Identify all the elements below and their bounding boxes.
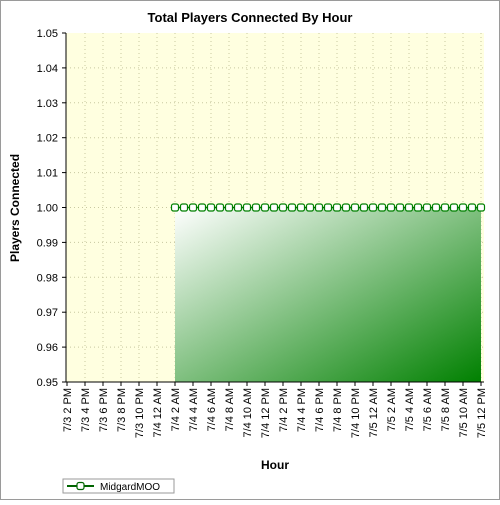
- data-point: [332, 203, 342, 212]
- data-point: [179, 203, 189, 212]
- data-point: [242, 203, 252, 212]
- data-point: [224, 203, 234, 212]
- y-tick-label: 1.03: [37, 98, 58, 110]
- x-tick-label: 7/4 10 PM: [350, 388, 362, 438]
- data-point: [377, 203, 387, 212]
- data-point: [269, 203, 279, 212]
- data-point: [413, 203, 423, 212]
- data-point: [260, 203, 270, 212]
- data-point: [305, 203, 315, 212]
- y-ticks: 0.95 0.96 0.97 0.98 0.99 1.00 1.01 1.02 1.03 1.04…: [37, 28, 66, 389]
- legend: MidgardMOO: [62, 478, 175, 494]
- y-axis-title: Players Connected: [8, 154, 22, 262]
- y-tick-label: 0.97: [37, 307, 58, 319]
- x-tick-label: 7/4 12 AM: [152, 388, 164, 438]
- data-point: [476, 203, 486, 212]
- chart-title: Total Players Connected By Hour: [148, 10, 353, 25]
- x-tick-label: 7/4 4 AM: [188, 388, 200, 431]
- x-tick-label: 7/3 2 PM: [62, 388, 74, 432]
- data-point: [278, 203, 288, 212]
- data-point: [404, 203, 414, 212]
- x-tick-label: 7/5 8 AM: [440, 388, 452, 431]
- data-point: [314, 203, 324, 212]
- x-tick-label: 7/4 2 PM: [278, 388, 290, 432]
- x-tick-label: 7/5 4 AM: [404, 388, 416, 431]
- y-tick-label: 1.01: [37, 168, 58, 180]
- y-tick-label: 1.02: [37, 133, 58, 145]
- y-tick-label: 0.98: [37, 272, 58, 284]
- data-point: [467, 203, 477, 212]
- data-point: [395, 203, 405, 212]
- legend-box: [62, 478, 175, 494]
- x-tick-label: 7/3 10 PM: [134, 388, 146, 438]
- y-tick-label: 1.00: [37, 203, 58, 215]
- data-point: [296, 203, 306, 212]
- data-point: [350, 203, 360, 212]
- y-tick-label: 1.05: [37, 28, 58, 40]
- legend-swatch-marker: [76, 481, 85, 491]
- x-tick-label: 7/4 8 PM: [332, 388, 344, 432]
- x-tick-label: 7/4 6 PM: [314, 388, 326, 432]
- x-axis-title: Hour: [261, 458, 289, 472]
- data-point: [359, 203, 369, 212]
- x-ticks: 7/3 2 PM 7/3 4 PM 7/3 6 PM 7/3 8 PM 7/3 10 P…: [62, 382, 488, 438]
- x-tick-label: 7/4 4 PM: [296, 388, 308, 432]
- y-tick-label: 0.95: [37, 377, 58, 389]
- x-tick-label: 7/3 4 PM: [80, 388, 92, 432]
- series-area: [175, 206, 481, 382]
- data-point: [341, 203, 351, 212]
- x-tick-label: 7/5 12 PM: [476, 388, 488, 438]
- data-point: [197, 203, 207, 212]
- data-point: [323, 203, 333, 212]
- data-point: [215, 203, 225, 212]
- x-tick-label: 7/5 12 AM: [368, 388, 380, 438]
- x-tick-label: 7/4 10 AM: [242, 388, 254, 438]
- data-point: [233, 203, 243, 212]
- y-tick-label: 1.04: [37, 63, 58, 75]
- y-tick-label: 0.96: [37, 342, 58, 354]
- x-tick-label: 7/5 10 AM: [458, 388, 470, 438]
- x-tick-label: 7/4 6 AM: [206, 388, 218, 431]
- x-tick-label: 7/3 8 PM: [116, 388, 128, 432]
- data-point: [368, 203, 378, 212]
- x-tick-label: 7/5 2 AM: [386, 388, 398, 431]
- data-point: [458, 203, 468, 212]
- data-point: [422, 203, 432, 212]
- series-points: [170, 203, 486, 212]
- x-tick-label: 7/5 6 AM: [422, 388, 434, 431]
- x-tick-label: 7/4 12 PM: [260, 388, 272, 438]
- x-tick-label: 7/4 2 AM: [170, 388, 182, 431]
- data-point: [188, 203, 198, 212]
- x-tick-label: 7/3 6 PM: [98, 388, 110, 432]
- data-point: [449, 203, 459, 212]
- data-point: [431, 203, 441, 212]
- series-area-fill: [175, 207, 481, 382]
- y-tick-label: 0.99: [37, 237, 58, 249]
- data-point: [170, 203, 180, 212]
- data-point: [440, 203, 450, 212]
- legend-label: MidgardMOO: [100, 482, 160, 493]
- x-tick-label: 7/4 8 AM: [224, 388, 236, 431]
- data-point: [251, 203, 261, 212]
- data-point: [287, 203, 297, 212]
- data-point: [386, 203, 396, 212]
- data-point: [206, 203, 216, 212]
